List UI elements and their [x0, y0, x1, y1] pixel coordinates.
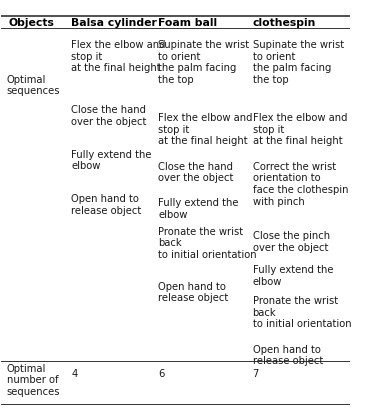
- Text: Optimal
sequences: Optimal sequences: [7, 74, 60, 96]
- Text: 7: 7: [253, 369, 259, 379]
- Text: Optimal
number of
sequences: Optimal number of sequences: [7, 364, 60, 397]
- Text: Flex the elbow and
stop it
at the final height: Flex the elbow and stop it at the final …: [158, 113, 253, 146]
- Text: Supinate the wrist
to orient
the palm facing
the top: Supinate the wrist to orient the palm fa…: [158, 40, 249, 85]
- Text: Supinate the wrist
to orient
the palm facing
the top: Supinate the wrist to orient the palm fa…: [253, 40, 344, 85]
- Text: Close the pinch
over the object: Close the pinch over the object: [253, 231, 330, 252]
- Text: Open hand to
release object: Open hand to release object: [253, 345, 323, 366]
- Text: Correct the wrist
orientation to
face the clothespin
with pinch: Correct the wrist orientation to face th…: [253, 162, 348, 207]
- Text: Balsa cylinder: Balsa cylinder: [71, 18, 157, 27]
- Text: Foam ball: Foam ball: [158, 18, 218, 27]
- Text: 4: 4: [71, 369, 77, 379]
- Text: Flex the elbow and
stop it
at the final height: Flex the elbow and stop it at the final …: [71, 40, 166, 73]
- Text: Close the hand
over the object: Close the hand over the object: [158, 162, 234, 184]
- Text: Objects: Objects: [9, 18, 54, 27]
- Text: Fully extend the
elbow: Fully extend the elbow: [158, 198, 239, 220]
- Text: Pronate the wrist
back
to initial orientation: Pronate the wrist back to initial orient…: [158, 227, 257, 260]
- Text: Open hand to
release object: Open hand to release object: [71, 194, 141, 216]
- Text: Flex the elbow and
stop it
at the final height: Flex the elbow and stop it at the final …: [253, 113, 347, 146]
- Text: Pronate the wrist
back
to initial orientation: Pronate the wrist back to initial orient…: [253, 296, 351, 329]
- Text: Fully extend the
elbow: Fully extend the elbow: [253, 265, 333, 287]
- Text: Close the hand
over the object: Close the hand over the object: [71, 105, 147, 126]
- Text: 6: 6: [158, 369, 165, 379]
- Text: Open hand to
release object: Open hand to release object: [158, 282, 229, 303]
- Text: clothespin: clothespin: [253, 18, 316, 27]
- Text: Fully extend the
elbow: Fully extend the elbow: [71, 150, 152, 171]
